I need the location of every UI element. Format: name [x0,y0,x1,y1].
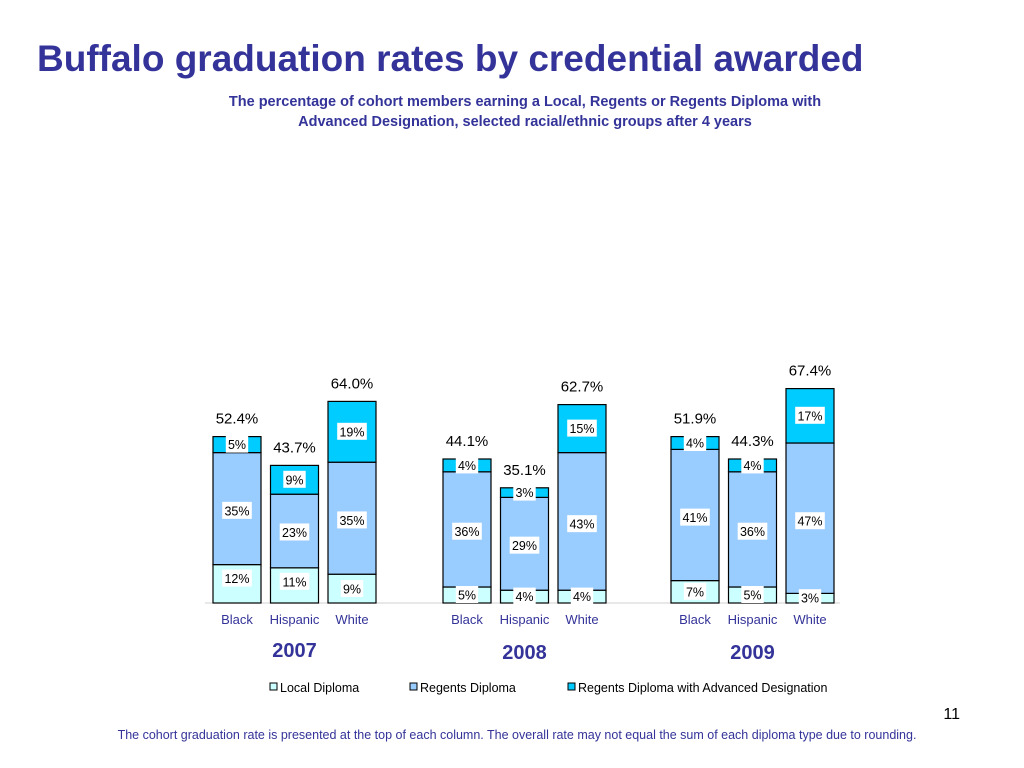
data-label-box [222,569,252,587]
data-label: 15% [569,422,594,436]
year-label: 2008 [502,642,547,664]
data-label-box [680,508,710,526]
data-label-box [741,586,764,603]
data-label-box [279,572,310,590]
data-label-box [683,582,707,600]
category-label: Black [221,612,253,627]
data-label: 36% [740,525,765,539]
data-label-box [509,536,540,554]
data-label-box [279,523,310,541]
data-label-box [283,470,306,488]
data-label-box [455,586,479,603]
data-label-box [222,501,252,519]
data-label-box [340,580,364,597]
data-label-box [452,522,482,540]
data-label-box [795,406,825,424]
data-label-box [337,422,367,440]
data-label: 35% [339,514,364,528]
data-label-box [567,515,597,533]
footnote: The cohort graduation rate is presented … [117,728,917,742]
data-label-box [225,435,249,453]
data-label: 23% [282,526,307,540]
total-label: 35.1% [503,462,546,479]
data-label: 35% [224,504,249,518]
data-label: 9% [285,473,303,487]
data-label: 47% [797,515,822,529]
total-label: 52.4% [216,411,259,428]
data-label: 19% [339,425,364,439]
subtitle-line-2: Advanced Designation, selected racial/et… [298,114,752,130]
data-label: 4% [458,459,476,473]
total-label: 43.7% [273,439,316,456]
data-label-box [737,522,768,540]
page-title: Buffalo graduation rates by credential a… [37,38,864,79]
data-label-box [741,456,764,474]
data-label: 3% [801,592,819,606]
data-label-box [337,511,367,529]
subtitle-line-1: The percentage of cohort members earning… [228,94,822,110]
legend-label: Regents Diploma with Advanced Designatio… [578,681,827,695]
data-label-box [513,587,536,605]
data-label: 41% [682,511,707,525]
legend-swatch-1 [409,682,418,691]
category-label: Hispanic [500,612,550,627]
bar-segment-2007-hispanic-2 [269,464,320,495]
year-label: 2009 [730,642,775,664]
category-label: White [793,612,826,627]
data-label-box [567,419,597,437]
category-label: White [335,612,368,627]
category-label: Hispanic [728,612,778,627]
legend-swatch-0 [269,682,278,691]
data-label: 9% [343,583,361,597]
data-label: 43% [569,518,594,532]
data-label-box [795,512,825,530]
data-label: 4% [573,590,591,604]
data-label: 29% [512,539,537,553]
data-label-box [683,434,707,451]
category-label: Black [679,612,711,627]
total-label: 62.7% [561,379,604,396]
data-label: 36% [454,525,479,539]
data-label-box [798,589,822,607]
data-label-box [513,483,536,501]
total-label: 44.1% [446,433,489,450]
data-label: 3% [515,486,533,500]
data-label: 11% [282,575,306,589]
data-label: 5% [228,438,246,452]
total-label: 51.9% [674,411,717,428]
data-label-box [570,587,594,605]
legend-label: Regents Diploma [420,681,516,695]
data-label: 17% [797,409,822,423]
data-label-box [455,456,479,474]
category-label: White [565,612,598,627]
data-label: 7% [686,585,704,599]
page-number: 11 [943,706,960,723]
total-label: 64.0% [331,375,374,392]
data-label: 4% [743,459,761,473]
data-label: 5% [458,589,476,603]
data-label: 4% [686,437,704,451]
data-label: 4% [515,590,533,604]
legend-swatch-2 [567,682,576,691]
data-label: 12% [224,572,249,586]
data-label: 5% [743,589,761,603]
subtitle: The percentage of cohort members earning… [160,92,890,132]
year-label: 2007 [272,640,317,662]
total-label: 44.3% [731,433,774,450]
category-label: Hispanic [270,612,320,627]
legend-label: Local Diploma [280,681,359,695]
total-label: 67.4% [789,363,832,380]
category-label: Black [451,612,483,627]
